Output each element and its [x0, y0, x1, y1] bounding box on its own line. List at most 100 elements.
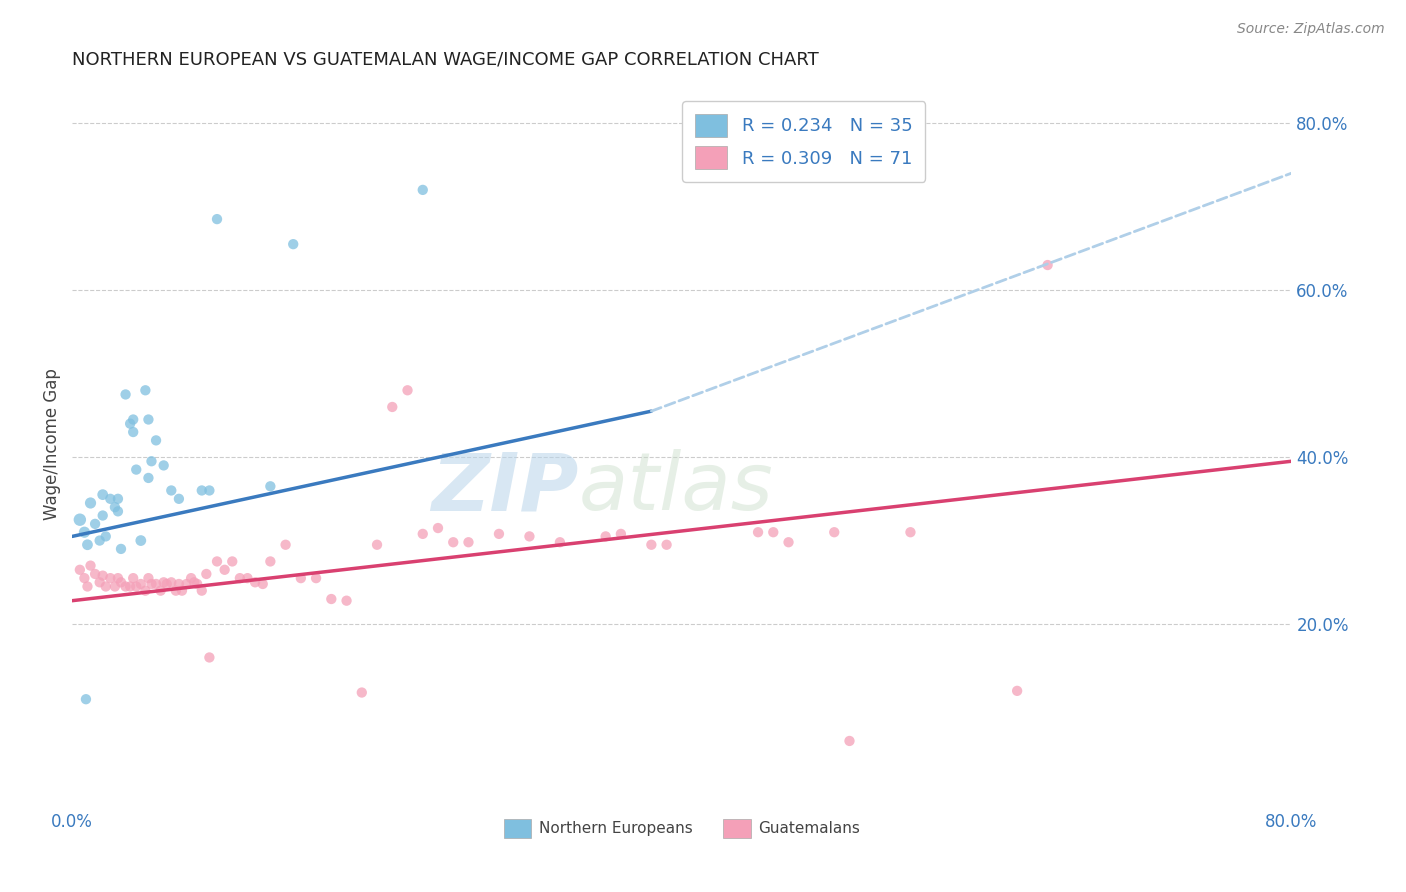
Point — [91, 508, 114, 523]
Point — [160, 575, 183, 590]
Point — [84, 516, 107, 531]
Point — [138, 412, 160, 426]
Point — [79, 496, 101, 510]
Point — [180, 571, 202, 585]
Point — [595, 529, 617, 543]
Point — [205, 212, 228, 227]
Point — [838, 734, 860, 748]
Point — [548, 535, 571, 549]
Point — [129, 577, 152, 591]
Point — [145, 434, 167, 448]
Point — [89, 533, 111, 548]
Point — [122, 425, 145, 439]
Point — [195, 566, 218, 581]
Point — [152, 458, 174, 473]
Point — [98, 571, 121, 585]
Point — [305, 571, 328, 585]
Point — [69, 563, 91, 577]
Point — [141, 577, 163, 591]
Point — [114, 387, 136, 401]
Text: Source: ZipAtlas.com: Source: ZipAtlas.com — [1237, 22, 1385, 37]
Point — [91, 568, 114, 582]
Point — [156, 577, 179, 591]
Point — [259, 554, 281, 568]
Point — [75, 692, 97, 706]
Point — [73, 525, 96, 540]
Point — [290, 571, 312, 585]
Point — [76, 579, 98, 593]
Point — [321, 592, 343, 607]
Legend: Northern Europeans, Guatemalans: Northern Europeans, Guatemalans — [498, 813, 866, 844]
Point — [73, 571, 96, 585]
Point — [134, 583, 156, 598]
Point — [762, 525, 785, 540]
Point — [104, 579, 127, 593]
Point — [412, 527, 434, 541]
Point — [149, 583, 172, 598]
Point — [274, 538, 297, 552]
Point — [84, 566, 107, 581]
Point — [381, 400, 404, 414]
Point — [259, 479, 281, 493]
Point — [125, 579, 148, 593]
Point — [160, 483, 183, 498]
Point — [350, 685, 373, 699]
Point — [167, 491, 190, 506]
Point — [98, 491, 121, 506]
Point — [69, 513, 91, 527]
Point — [107, 504, 129, 518]
Point — [229, 571, 252, 585]
Point — [114, 579, 136, 593]
Point — [186, 577, 208, 591]
Point — [110, 541, 132, 556]
Point — [214, 563, 236, 577]
Point — [655, 538, 678, 552]
Point — [457, 535, 479, 549]
Point — [79, 558, 101, 573]
Point — [183, 575, 205, 590]
Point — [122, 571, 145, 585]
Point — [107, 571, 129, 585]
Point — [283, 237, 305, 252]
Point — [141, 454, 163, 468]
Point — [152, 575, 174, 590]
Point — [221, 554, 243, 568]
Point — [91, 488, 114, 502]
Point — [427, 521, 450, 535]
Text: atlas: atlas — [578, 450, 773, 527]
Point — [129, 533, 152, 548]
Point — [519, 529, 541, 543]
Point — [138, 471, 160, 485]
Point — [110, 575, 132, 590]
Point — [198, 650, 221, 665]
Point — [900, 525, 922, 540]
Point — [120, 579, 142, 593]
Point — [145, 577, 167, 591]
Point — [396, 384, 419, 398]
Point — [236, 571, 259, 585]
Point — [170, 583, 193, 598]
Point — [412, 183, 434, 197]
Point — [243, 575, 266, 590]
Y-axis label: Wage/Income Gap: Wage/Income Gap — [44, 368, 60, 521]
Point — [94, 579, 117, 593]
Point — [205, 554, 228, 568]
Point — [778, 535, 800, 549]
Point — [823, 525, 845, 540]
Point — [191, 583, 214, 598]
Text: NORTHERN EUROPEAN VS GUATEMALAN WAGE/INCOME GAP CORRELATION CHART: NORTHERN EUROPEAN VS GUATEMALAN WAGE/INC… — [72, 51, 818, 69]
Point — [138, 571, 160, 585]
Point — [104, 500, 127, 515]
Point — [94, 529, 117, 543]
Point — [122, 412, 145, 426]
Point — [441, 535, 464, 549]
Point — [610, 527, 633, 541]
Point — [640, 538, 662, 552]
Point — [1036, 258, 1059, 272]
Point — [120, 417, 142, 431]
Point — [335, 593, 357, 607]
Point — [176, 577, 198, 591]
Point — [107, 491, 129, 506]
Point — [125, 462, 148, 476]
Point — [167, 577, 190, 591]
